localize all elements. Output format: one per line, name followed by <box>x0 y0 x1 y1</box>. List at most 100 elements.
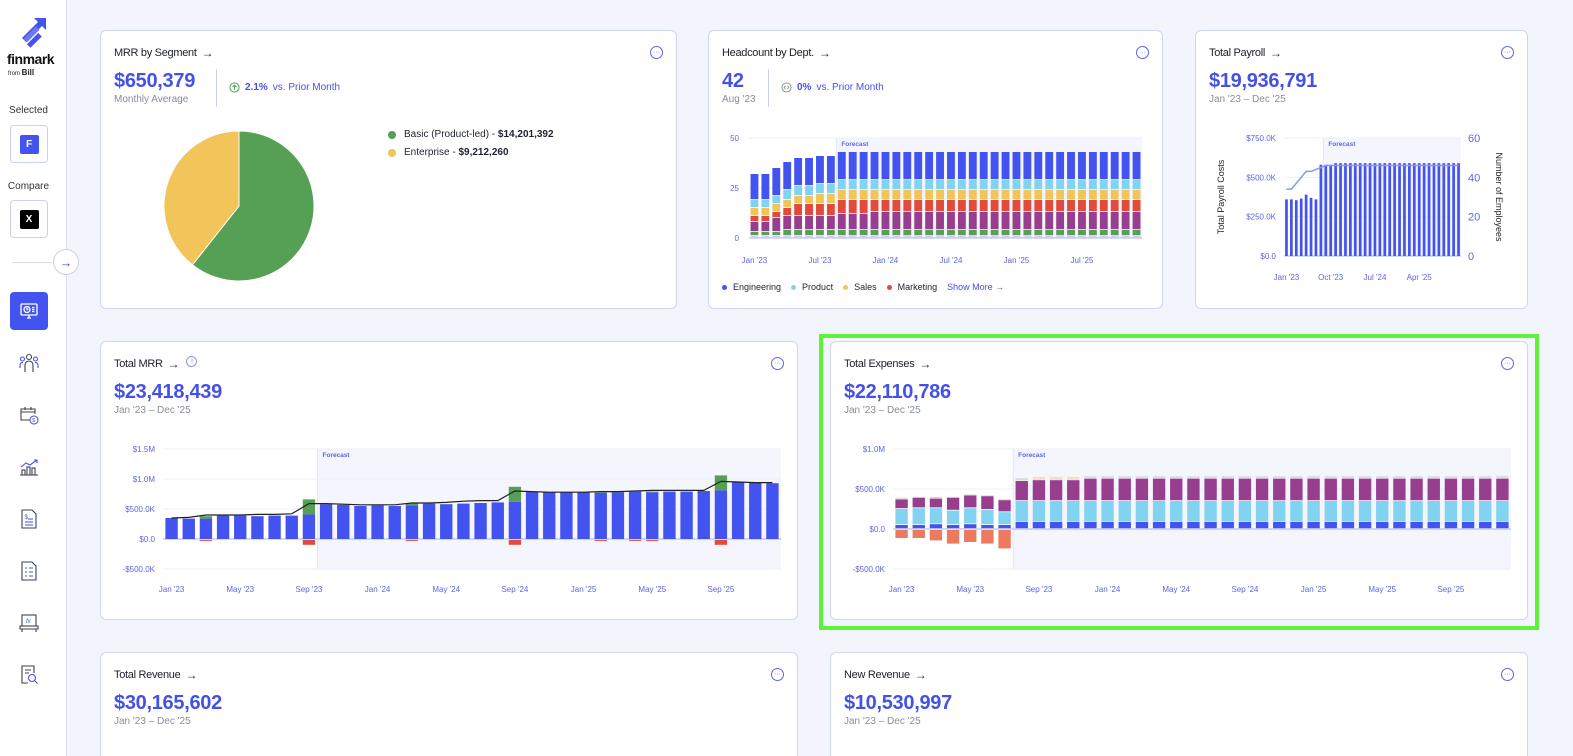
headcount-legend: Engineering Product Sales Marketing Show… <box>722 282 1004 292</box>
payroll-bar <box>1373 163 1377 256</box>
bar-segment-engineering <box>794 158 803 186</box>
more-options-button[interactable]: ··· <box>1501 668 1514 681</box>
expense-segment-operations <box>1444 478 1458 501</box>
new-mrr-bar <box>405 503 419 506</box>
bar-segment-marketing <box>979 200 988 212</box>
bar-segment-other-green- <box>859 230 868 236</box>
info-icon[interactable]: i <box>186 355 198 367</box>
expense-segment-operations <box>1118 478 1131 501</box>
bar-segment-product <box>947 180 955 190</box>
selected-scenario-button[interactable]: F <box>10 125 48 163</box>
sidebar-item-people[interactable] <box>10 344 48 382</box>
payroll-combo-chart: Forecast $0.0 $250.0K $500.0K $750.0K 0 20 40 60… <box>1216 133 1504 282</box>
bar-segment-other-green- <box>1078 230 1086 236</box>
expense-segment-software <box>1084 501 1097 521</box>
expense-segment-misc <box>964 494 977 496</box>
bar-segment-sales <box>881 190 890 200</box>
sidebar-item-financial-statements[interactable]: $ <box>10 500 48 538</box>
sidebar-item-search-reports[interactable] <box>10 656 48 694</box>
forecast-label: Forecast <box>323 452 351 459</box>
card-title-link[interactable]: Total Revenue → <box>114 668 197 682</box>
formula-laptop-icon: fx <box>19 614 39 632</box>
bar-segment-other-green- <box>750 232 759 236</box>
more-options-button[interactable]: ··· <box>771 668 784 681</box>
expense-segment-operations <box>1067 480 1080 501</box>
x-tick-label: Jan '24 <box>1095 585 1121 594</box>
bar-segment-other-light- <box>750 236 759 238</box>
card-title: New Revenue <box>844 669 910 681</box>
more-options-button[interactable]: ··· <box>771 357 784 370</box>
mrr-bar <box>577 492 590 539</box>
sidebar-item-dashboard[interactable] <box>10 292 48 330</box>
mrr-segment-pie-chart <box>163 130 315 282</box>
legend-item-basic: Basic (Product-led) - $14,201,392 <box>388 129 554 140</box>
expense-segment-misc <box>1187 476 1200 477</box>
card-title: Total Revenue <box>114 669 181 681</box>
y-tick-label: $1.0M <box>133 475 156 484</box>
payroll-bar <box>1427 163 1431 256</box>
more-options-button[interactable]: ··· <box>650 46 663 59</box>
show-more-link[interactable]: Show More → <box>947 282 1005 292</box>
bar-segment-other-green- <box>968 230 977 236</box>
sidebar-item-reports[interactable] <box>10 552 48 590</box>
kpi-value: $10,530,997 <box>844 692 952 714</box>
expand-sidebar-button[interactable]: → <box>53 249 79 275</box>
bar-segment-other-purple- <box>1056 212 1065 230</box>
more-options-button[interactable]: ··· <box>1501 357 1514 370</box>
more-options-button[interactable]: ··· <box>1501 46 1514 59</box>
arrow-right-icon: → <box>185 668 198 682</box>
bar-segment-sales <box>979 190 988 200</box>
expense-segment-payroll <box>1307 521 1320 529</box>
bar-segment-sales <box>1110 190 1119 200</box>
y-tick-label: -$500.0K <box>123 565 156 574</box>
card-title-link[interactable]: Total MRR → i <box>114 355 198 371</box>
expense-segment-payroll <box>1376 521 1389 529</box>
y-tick-label: $750.0K <box>1246 134 1276 143</box>
sidebar-divider <box>12 262 52 263</box>
x-tick-label: May '25 <box>1368 585 1396 594</box>
expense-segment-payroll <box>1427 521 1440 529</box>
compare-scenario-button[interactable]: X <box>10 200 48 238</box>
expense-segment-other <box>1273 477 1286 478</box>
finmark-logo[interactable]: finmark from Bill <box>6 16 62 77</box>
card-title-link[interactable]: MRR by Segment → <box>114 46 214 60</box>
bar-segment-sales <box>1023 190 1032 200</box>
bar-segment-other-purple- <box>750 222 759 232</box>
sidebar-item-calendar-billing[interactable]: $ <box>10 396 48 434</box>
more-options-button[interactable]: ··· <box>1136 46 1149 59</box>
expense-segment-payroll <box>1118 521 1131 529</box>
expense-segment-other <box>1032 478 1046 480</box>
x-tick-label: Sep '24 <box>1231 585 1258 594</box>
sidebar-item-formulas[interactable]: fx <box>10 604 48 642</box>
expense-segment-operations <box>1015 481 1028 501</box>
expense-segment-software <box>912 508 925 525</box>
bar-segment-other-green- <box>870 230 879 236</box>
forecast-region <box>1323 138 1461 256</box>
payroll-bar <box>1412 163 1416 256</box>
card-title-link[interactable]: Total Expenses → <box>844 357 931 371</box>
expense-segment-payroll <box>912 525 925 529</box>
card-title-link[interactable]: New Revenue → <box>844 668 927 682</box>
payroll-bar <box>1403 163 1406 256</box>
x-tick-label: Oct '23 <box>1318 273 1344 282</box>
card-title-link[interactable]: Total Payroll → <box>1209 46 1282 60</box>
expense-segment-software <box>929 508 943 524</box>
expense-segment-operations <box>1427 478 1440 501</box>
legend-item-sales: Sales <box>843 282 877 292</box>
selected-label: Selected <box>9 105 48 116</box>
new-mrr-bar <box>594 492 607 493</box>
card-title-link[interactable]: Headcount by Dept. → <box>722 46 831 60</box>
bar-segment-other-light- <box>1099 236 1108 238</box>
bar-segment-product <box>816 184 824 194</box>
bar-segment-engineering <box>826 156 835 184</box>
sidebar-item-analytics[interactable] <box>10 448 48 486</box>
bar-segment-sales <box>848 190 857 200</box>
card-total-mrr: Total MRR → i ··· $23,418,439 Jan '23 – De… <box>100 341 798 620</box>
bar-segment-other-green- <box>1121 230 1130 236</box>
payroll-bar <box>1393 163 1396 256</box>
expense-segment-operations <box>1341 478 1355 501</box>
bar-segment-other-purple- <box>1001 212 1010 230</box>
card-total-payroll: Total Payroll → ··· $19,936,791 Jan '23 –… <box>1195 30 1528 309</box>
mrr-bar <box>234 515 247 539</box>
document-list-icon <box>21 561 37 581</box>
